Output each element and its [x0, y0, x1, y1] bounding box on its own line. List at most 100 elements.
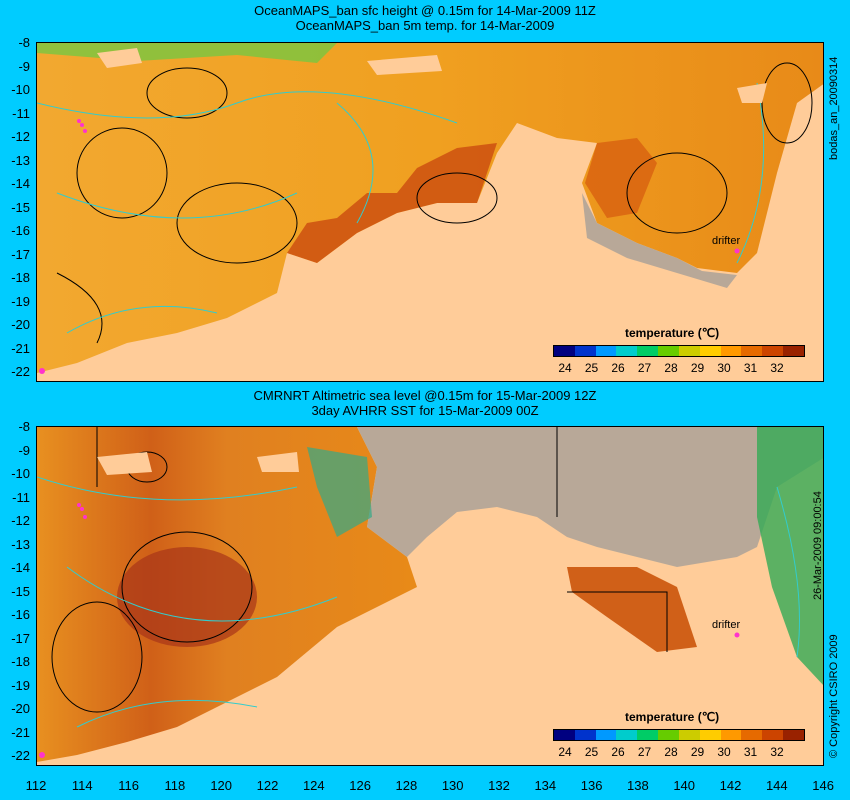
top-colorbar-label: 29 [690, 361, 705, 375]
top-lat-tick: -18 [11, 270, 30, 285]
lon-tick: 130 [441, 778, 464, 793]
bottom-lat-tick: -11 [12, 489, 30, 505]
lon-tick: 128 [395, 778, 418, 793]
top-lat-tick: -10 [11, 82, 30, 97]
bottom-lat-tick: -20 [11, 701, 30, 716]
bottom-colorbar-swatch [783, 730, 804, 740]
bottom-lat-tick: -18 [11, 654, 30, 669]
bottom-colorbar-label: 29 [690, 745, 705, 759]
top-title-line2: OceanMAPS_ban 5m temp. for 14-Mar-2009 [295, 18, 555, 33]
bottom-colorbar-swatch [595, 730, 617, 740]
bottom-colorbar-swatch [741, 730, 763, 740]
top-lat-tick: -8 [18, 35, 30, 50]
bottom-lat-tick: -8 [18, 419, 30, 434]
bottom-colorbar-swatch [554, 730, 575, 740]
bottom-colorbar-label: 26 [611, 745, 625, 759]
top-colorbar-label: 27 [637, 361, 652, 375]
top-colorbar-swatch [637, 346, 659, 356]
bottom-lat-tick: -16 [11, 607, 30, 622]
bottom-map-panel: drifter temperature (℃) 24 25 26 27 28 29 30 31… [36, 426, 824, 766]
top-colorbar-swatch [554, 346, 575, 356]
bottom-colorbar-label: 27 [637, 745, 652, 759]
top-lat-tick: -15 [11, 199, 30, 215]
top-colorbar-label: 31 [743, 361, 758, 375]
top-lat-tick: -13 [11, 152, 30, 168]
lon-tick: 118 [164, 778, 186, 793]
lon-tick: 112 [25, 778, 47, 793]
bottom-lat-tick: -12 [11, 513, 30, 528]
bottom-lat-tick: -13 [11, 536, 30, 552]
bottom-colorbar-label: 30 [717, 745, 731, 759]
top-colorbar-label: 30 [717, 361, 731, 375]
top-colorbar-swatch [720, 346, 742, 356]
lon-tick: 122 [256, 778, 279, 793]
top-map-graphic [37, 43, 823, 374]
top-drifter-label: drifter [712, 235, 741, 247]
top-side-label: bodas_an_20090314 [828, 56, 840, 160]
top-colorbar-swatch [574, 346, 596, 356]
bottom-drifter-label: drifter [712, 619, 741, 631]
top-lat-tick: -11 [12, 105, 30, 121]
bottom-side-copyright: © Copyright CSIRO 2009 [828, 634, 840, 758]
top-colorbar-swatch [741, 346, 763, 356]
lon-tick: 132 [488, 778, 510, 793]
bottom-colorbar-label: 24 [558, 745, 572, 759]
bottom-lat-tick: -19 [11, 677, 30, 693]
top-lat-tick: -20 [11, 317, 30, 332]
bottom-map-graphic [37, 427, 823, 762]
top-map-panel: drifter temperature (℃) 24 25 26 27 28 29 30 31… [36, 42, 824, 382]
top-colorbar [553, 345, 805, 357]
bottom-lat-tick: -14 [11, 560, 30, 575]
top-title-line1: OceanMAPS_ban sfc height @ 0.15m for 14-… [254, 3, 596, 18]
bottom-colorbar-label: 25 [584, 745, 599, 759]
top-lat-tick: -14 [11, 176, 30, 191]
bottom-title-line1: CMRNRT Altimetric sea level @0.15m for 1… [253, 388, 597, 403]
top-lat-tick: -22 [11, 364, 30, 379]
top-colorbar-label: 24 [558, 361, 572, 375]
top-colorbar-label: 28 [664, 361, 678, 375]
bottom-colorbar-swatch [678, 730, 700, 740]
top-colorbar-swatch [678, 346, 700, 356]
lon-tick: 114 [71, 778, 93, 793]
bottom-lat-tick: -9 [18, 442, 30, 458]
top-colorbar-title: temperature (℃) [625, 326, 720, 340]
bottom-colorbar-label: 28 [664, 745, 678, 759]
bottom-lat-tick: -10 [11, 466, 30, 481]
bottom-colorbar-swatch [574, 730, 596, 740]
lon-tick: 140 [673, 778, 696, 793]
top-colorbar-swatch [595, 346, 617, 356]
top-lat-tick: -17 [11, 246, 30, 262]
bottom-lat-tick: -15 [11, 583, 30, 599]
top-colorbar-swatch [658, 346, 679, 356]
bottom-colorbar-label: 32 [770, 745, 784, 759]
lon-tick: 126 [349, 778, 371, 793]
top-colorbar-label: 32 [770, 361, 784, 375]
bottom-colorbar-label: 31 [743, 745, 758, 759]
bottom-side-date: 26-Mar-2009 09:00:54 [812, 491, 824, 600]
top-lat-tick: -16 [11, 223, 30, 238]
lon-tick: 120 [210, 778, 233, 793]
top-lat-tick: -19 [11, 293, 30, 309]
bottom-lat-tick: -21 [11, 724, 30, 740]
top-colorbar-swatch [762, 346, 784, 356]
top-lat-tick: -21 [11, 340, 30, 356]
top-colorbar-label: 25 [584, 361, 599, 375]
top-lat-tick: -9 [18, 58, 30, 74]
bottom-colorbar-swatch [762, 730, 784, 740]
lon-tick: 124 [302, 778, 325, 793]
lon-tick: 144 [765, 778, 788, 793]
bottom-colorbar-swatch [720, 730, 742, 740]
lon-tick: 146 [812, 778, 834, 793]
bottom-colorbar-swatch [699, 730, 721, 740]
top-lat-tick: -12 [11, 129, 30, 144]
bottom-colorbar-swatch [616, 730, 638, 740]
lon-tick: 134 [534, 778, 557, 793]
bottom-colorbar-swatch [658, 730, 679, 740]
top-colorbar-label: 26 [611, 361, 625, 375]
lon-tick: 116 [118, 778, 139, 793]
top-colorbar-swatch [783, 346, 804, 356]
bottom-lat-tick: -22 [11, 748, 30, 763]
bottom-lat-tick: -17 [11, 630, 30, 646]
lon-tick: 142 [719, 778, 742, 793]
lon-tick: 136 [580, 778, 603, 793]
